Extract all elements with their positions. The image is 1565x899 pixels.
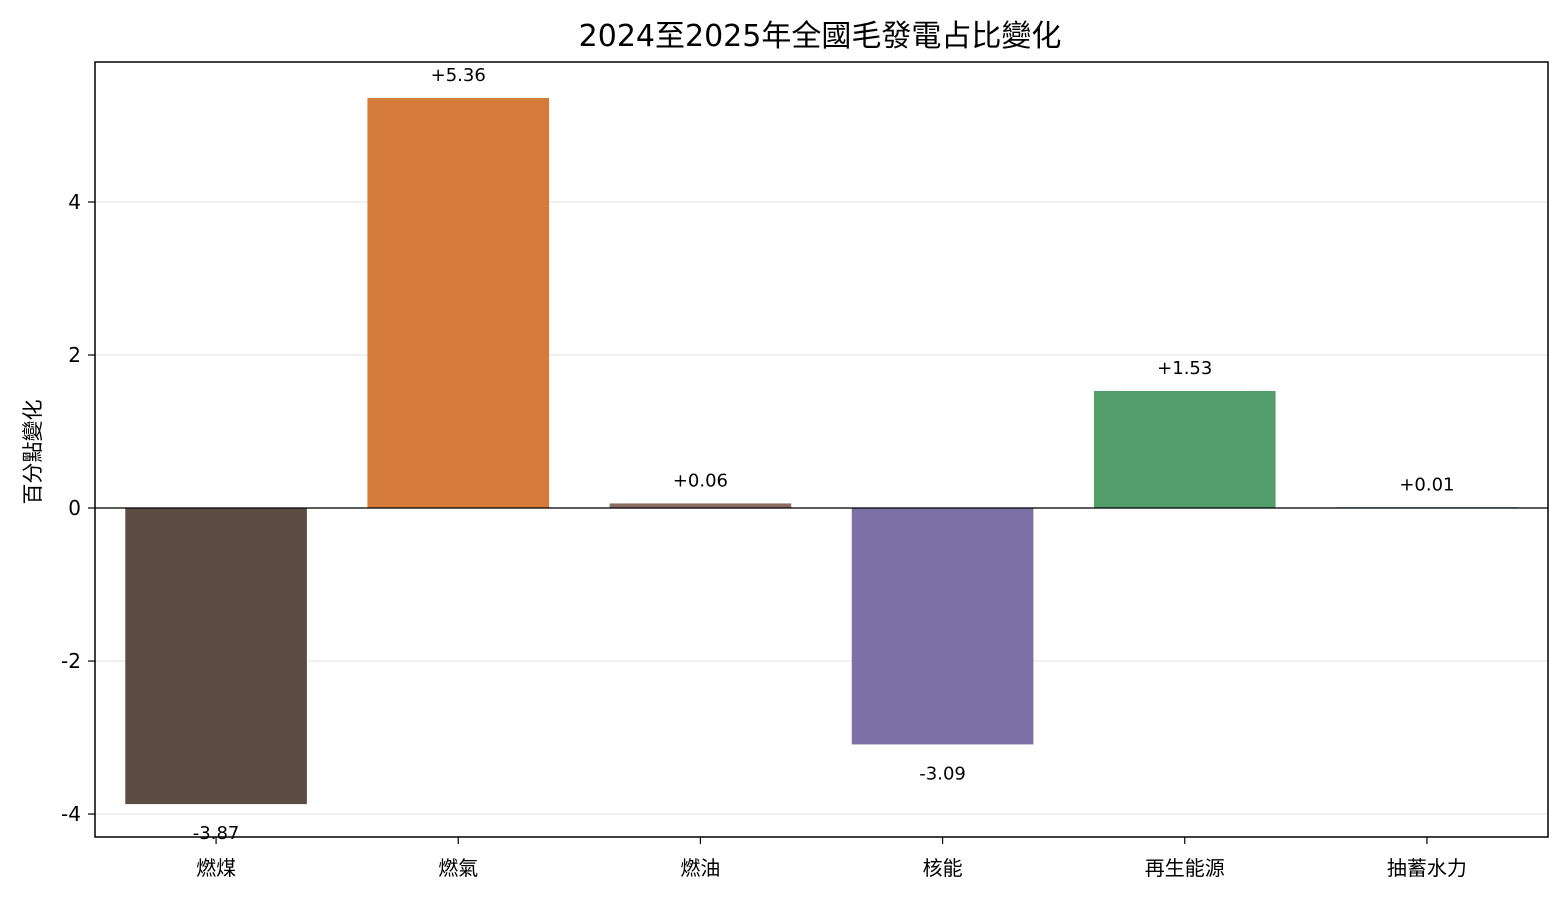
bar-value-label: +0.06 [673,470,728,491]
value-label-layer: -3.87 +5.36 +0.06 -3.09 +1.53 +0.01 [193,65,1455,844]
bar [125,508,307,805]
x-tick-label: 再生能源 [1145,856,1225,880]
bar-value-label: +5.36 [431,65,486,86]
bar [609,503,792,509]
bar-value-label: -3.87 [193,823,240,844]
x-tick-label: 核能 [923,856,963,880]
bar [367,97,550,509]
y-tick-label: -4 [61,802,81,826]
y-tick-label: 0 [68,496,81,520]
y-axis-label: 百分點變化 [21,400,45,505]
bar [851,508,1034,745]
plot-frame [94,61,1549,838]
x-tick-label: 燃油 [680,856,720,880]
y-tick-label: -2 [61,649,81,673]
bar-value-label: -3.09 [919,763,966,784]
x-tick-label: 抽蓄水力 [1387,856,1467,880]
bar [1093,390,1276,509]
axis-layer: -4 -2 0 2 4 燃煤 燃氣 燃油 核能 再生能源 抽蓄水力 [61,190,1467,880]
x-tick-label: 燃氣 [438,856,478,880]
chart-title: 2024至2025年全國毛發電占比變化 [579,19,1062,54]
y-tick-label: 2 [68,343,81,367]
y-tick-label: 4 [68,190,81,214]
x-tick-label: 燃煤 [196,856,236,880]
bar-layer [125,97,1518,805]
bar-value-label: +1.53 [1157,358,1212,379]
bar-value-label: +0.01 [1399,474,1454,495]
